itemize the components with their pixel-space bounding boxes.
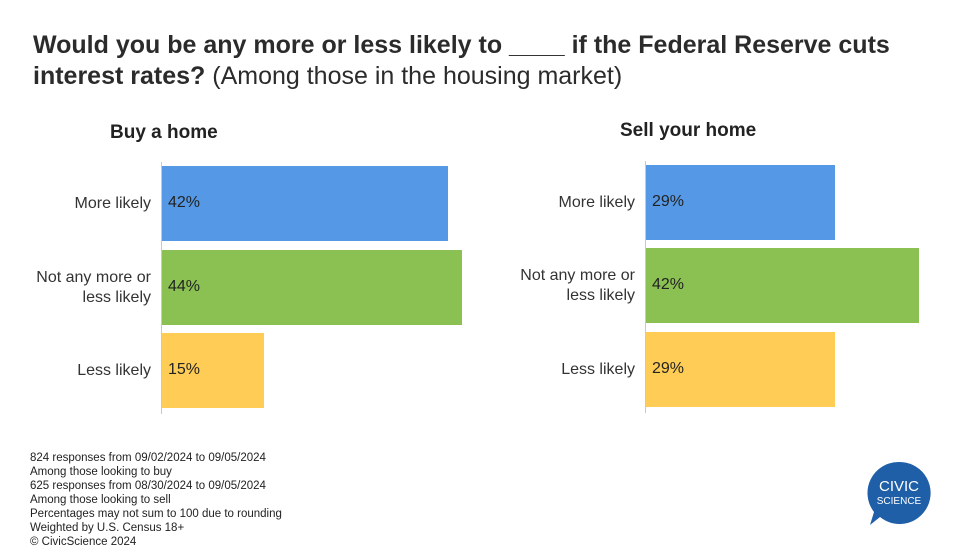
category-label: More likely: [1, 194, 151, 214]
civicscience-logo: CIVIC SCIENCE: [867, 461, 931, 525]
category-label: Less likely: [1, 361, 151, 381]
chart-title-buy: Buy a home: [110, 122, 218, 143]
category-label-line: less likely: [82, 288, 151, 306]
footnote-line: Among those looking to sell: [30, 494, 171, 506]
bar: [162, 250, 462, 325]
logo-text-science: SCIENCE: [877, 496, 922, 507]
category-label-line: More likely: [74, 194, 151, 212]
category-label: Not any more or less likely: [485, 266, 635, 306]
category-label-line: less likely: [566, 286, 635, 304]
category-label: Not any more or less likely: [1, 268, 151, 308]
data-label: 42%: [168, 193, 201, 211]
category-label: Less likely: [485, 360, 635, 380]
category-label-line: More likely: [558, 193, 635, 211]
data-label: 42%: [652, 275, 685, 293]
chart-title-sell: Sell your home: [620, 120, 757, 141]
chart-axis: [645, 161, 646, 413]
footnote-line: Among those looking to buy: [30, 466, 172, 478]
bar: [162, 166, 448, 241]
chart-axis: [161, 162, 162, 414]
title-question: Would you be any more or less likely to …: [33, 31, 890, 90]
footnote-line: 625 responses from 08/30/2024 to 09/05/2…: [30, 480, 266, 492]
footnote-line: Weighted by U.S. Census 18+: [30, 522, 185, 534]
category-label-line: Not any more or: [520, 266, 635, 284]
data-label: 29%: [652, 359, 685, 377]
footnote-line: 824 responses from 09/02/2024 to 09/05/2…: [30, 452, 266, 464]
bar: [162, 333, 264, 408]
footnote-line: Percentages may not sum to 100 due to ro…: [30, 508, 282, 520]
category-label-line: Less likely: [561, 360, 635, 378]
footnotes: 824 responses from 09/02/2024 to 09/05/2…: [30, 451, 282, 549]
data-label: 29%: [652, 192, 685, 210]
bar: [646, 248, 919, 323]
category-label-line: Less likely: [77, 361, 151, 379]
category-label-line: Not any more or: [36, 268, 151, 286]
data-label: 15%: [168, 360, 201, 378]
logo-bubble: [867, 461, 931, 525]
data-label: 44%: [168, 277, 201, 295]
bar: [646, 165, 835, 240]
bar: [646, 332, 835, 407]
logo-text-civic: CIVIC: [879, 478, 919, 495]
footnote-line: © CivicScience 2024: [30, 536, 137, 548]
title-subtitle: (Among those in the housing market): [212, 62, 623, 90]
category-label: More likely: [485, 193, 635, 213]
page-title: Would you be any more or less likely to …: [33, 30, 943, 92]
